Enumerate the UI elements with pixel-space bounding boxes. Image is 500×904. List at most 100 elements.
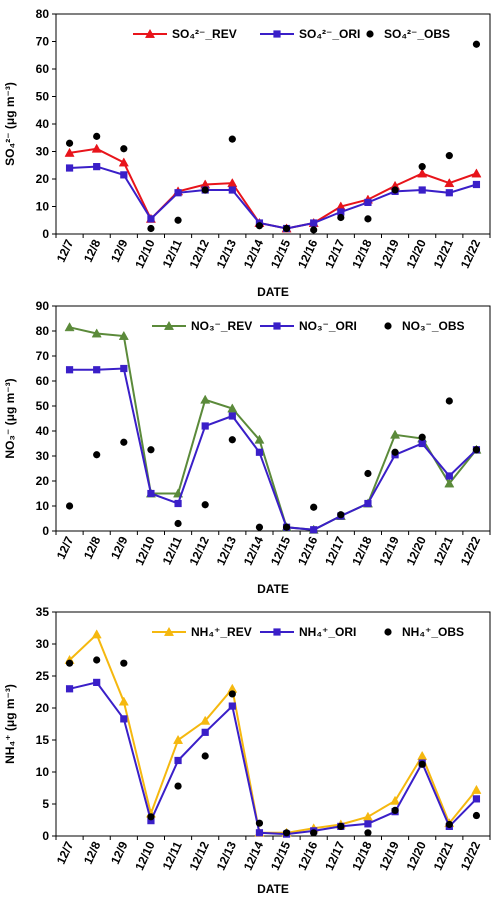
data-point [444, 478, 455, 488]
y-tick-label: 20 [36, 474, 50, 488]
y-tick-label: 40 [36, 424, 50, 438]
x-tick-label: 12/10 [132, 534, 158, 567]
data-point [201, 752, 209, 760]
legend-entry: SO₄²⁻_OBS [366, 27, 450, 41]
x-tick-label: 12/7 [54, 237, 77, 264]
plot-frame [55, 13, 491, 235]
data-point [364, 198, 372, 206]
x-tick-label: 12/22 [458, 839, 484, 872]
data-point [255, 448, 264, 456]
x-tick-label: 12/22 [458, 237, 484, 270]
data-point [93, 451, 101, 459]
x-tick-label: 12/14 [241, 839, 267, 872]
series-line [69, 681, 478, 836]
y-tick-label: 70 [36, 349, 50, 363]
x-tick-label: 12/16 [295, 534, 321, 567]
y-tick-label: 80 [36, 7, 50, 21]
legend-entry: SO₄²⁻_REV [133, 27, 237, 41]
data-point [201, 728, 209, 736]
y-tick-label: 10 [36, 200, 50, 214]
x-tick-label: 12/17 [322, 534, 348, 567]
x-tick-label: 12/9 [108, 839, 131, 866]
data-point [418, 439, 426, 448]
data-point [418, 760, 426, 768]
y-tick-label: 50 [36, 90, 50, 104]
data-point [65, 366, 74, 374]
data-point [445, 189, 453, 197]
y-tick-label: 70 [36, 35, 50, 49]
data-point [228, 135, 236, 143]
legend-label: NH₄⁺_OBS [402, 625, 464, 639]
data-point [282, 224, 291, 233]
y-axis-title: NO₃⁻ (μg m⁻³) [3, 378, 17, 458]
y-tick-label: 30 [36, 449, 50, 463]
x-tick-label: 12/20 [404, 237, 430, 270]
x-tick-label: 12/13 [214, 534, 240, 567]
legend-swatch-marker [273, 30, 281, 38]
y-tick-label: 20 [36, 701, 50, 715]
data-point [364, 820, 372, 828]
data-point [174, 756, 182, 765]
x-tick-label: 12/14 [241, 534, 267, 567]
data-point [471, 168, 482, 178]
legend-entry: NO₃⁻_OBS [384, 319, 465, 333]
data-point [174, 782, 182, 790]
data-point [201, 422, 209, 430]
data-point [337, 511, 345, 519]
data-point [472, 446, 481, 454]
data-point [390, 429, 401, 439]
y-tick-label: 25 [36, 669, 50, 683]
series-line [68, 632, 478, 834]
data-point [255, 819, 264, 827]
x-tick-label: 12/19 [376, 237, 402, 270]
legend-label: NO₃⁻_REV [191, 319, 252, 333]
data-point [91, 629, 102, 639]
x-tick-label: 12/16 [295, 237, 321, 270]
data-point [418, 163, 426, 171]
y-axis-title: NH₄⁺ (μg m⁻³) [3, 684, 17, 764]
data-point [65, 659, 74, 667]
legend-label: SO₄²⁻_ORI [299, 27, 360, 41]
data-point [362, 811, 373, 821]
data-point [93, 678, 101, 686]
data-point [228, 186, 236, 194]
data-point [228, 690, 236, 698]
plot-frame [55, 611, 491, 837]
legend-swatch-marker [384, 322, 392, 330]
data-point [173, 734, 184, 744]
x-tick-label: 12/20 [404, 534, 430, 567]
data-point [174, 499, 182, 508]
series-line [69, 326, 478, 531]
data-point [310, 226, 318, 234]
data-point [201, 501, 209, 509]
y-tick-label: 60 [36, 374, 50, 388]
x-tick-label: 12/17 [322, 237, 348, 270]
y-tick-label: 60 [36, 62, 50, 76]
legend-entry: NH₄⁺_ORI [260, 625, 356, 639]
data-point [147, 489, 155, 498]
legend-swatch-marker [163, 320, 175, 330]
y-tick-label: 0 [42, 829, 49, 843]
data-point [120, 438, 128, 446]
x-tick-label: 12/11 [160, 839, 185, 872]
series-line [69, 147, 477, 230]
legend-label: NO₃⁻_ORI [299, 319, 357, 333]
data-point [391, 448, 399, 456]
data-point [472, 811, 481, 820]
series-2 [65, 364, 481, 534]
data-point [418, 186, 426, 194]
y-tick-label: 0 [42, 227, 49, 241]
x-tick-label: 12/8 [81, 534, 104, 561]
data-point [282, 829, 291, 837]
data-point [174, 216, 182, 224]
data-point [200, 715, 211, 725]
data-point [91, 328, 102, 338]
data-point [65, 502, 74, 510]
legend-entry: NO₃⁻_REV [152, 319, 252, 333]
data-point [201, 186, 209, 194]
data-point [310, 829, 318, 837]
y-tick-label: 35 [36, 605, 50, 619]
legend-swatch-marker [273, 322, 281, 330]
data-point [118, 157, 129, 167]
